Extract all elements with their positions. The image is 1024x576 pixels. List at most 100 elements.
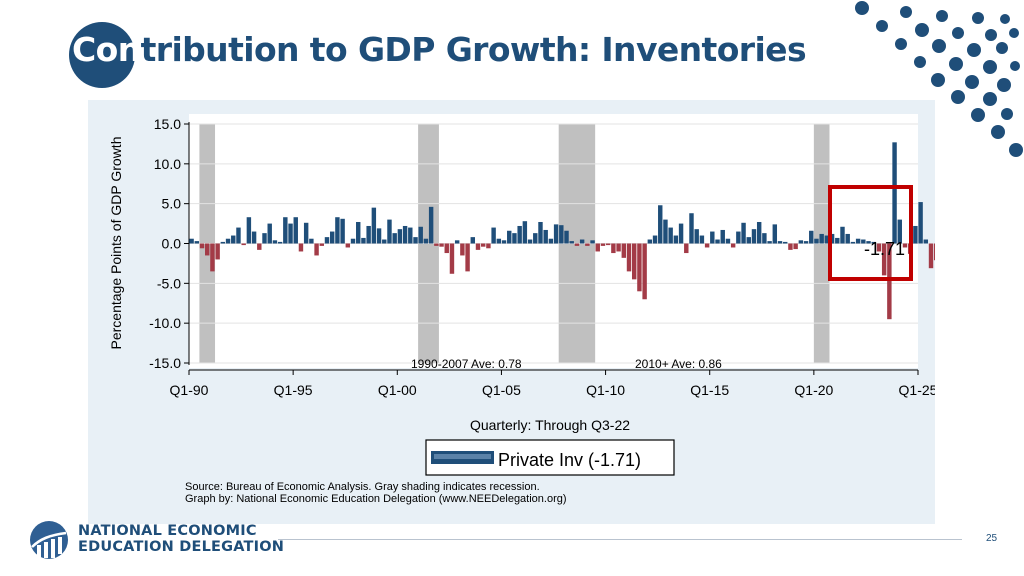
bar — [189, 238, 194, 244]
y-tick-label: 0.0 — [162, 236, 182, 252]
bar — [241, 243, 246, 246]
chart-panel: -1.71 1990-2007 Ave: 0.78 2010+ Ave: 0.8… — [88, 100, 935, 524]
x-tick-label: Q1-25 — [899, 382, 935, 398]
x-tick-label: Q1-15 — [690, 382, 729, 398]
bar — [465, 243, 470, 272]
bar — [194, 241, 200, 244]
bar — [231, 235, 236, 244]
bar — [392, 233, 397, 244]
bar — [366, 225, 371, 244]
bar — [793, 243, 798, 250]
x-tick-label: Q1-00 — [378, 382, 417, 398]
legend-label: Private Inv (-1.71) — [498, 450, 641, 470]
legend: Private Inv (-1.71) — [425, 439, 675, 476]
bar — [376, 228, 382, 244]
bar — [371, 207, 377, 244]
bar — [324, 237, 330, 244]
bar — [491, 227, 496, 244]
bar — [251, 231, 257, 244]
bar — [871, 241, 876, 244]
bar — [543, 229, 548, 244]
title-accent-circle — [69, 22, 135, 88]
bar — [725, 238, 731, 244]
bar — [356, 221, 361, 244]
bar — [329, 231, 335, 244]
y-axis-label: Percentage Points of GDP Growth — [108, 137, 124, 350]
y-tick-label: 15.0 — [154, 116, 181, 132]
bar — [626, 243, 632, 272]
bar — [267, 223, 272, 244]
bar — [762, 233, 767, 244]
org-line-2: EDUCATION DELEGATION — [78, 539, 285, 555]
org-name: NATIONAL ECONOMIC EDUCATION DELEGATION — [78, 523, 284, 555]
bar — [928, 243, 934, 269]
bar — [658, 205, 663, 244]
bar — [585, 243, 590, 246]
y-tick-label: -10.0 — [149, 315, 181, 331]
bar — [496, 238, 502, 244]
bar — [512, 233, 517, 244]
bar — [236, 227, 241, 244]
bar — [756, 221, 762, 244]
bar — [507, 230, 512, 244]
bar — [866, 241, 871, 244]
bar — [527, 239, 533, 244]
bar — [319, 243, 324, 246]
bar — [897, 219, 902, 244]
footer-divider — [278, 539, 962, 540]
bar — [288, 223, 293, 244]
x-axis-label: Quarterly: Through Q3-22 — [470, 417, 630, 433]
bar — [277, 241, 283, 244]
bar — [298, 243, 304, 252]
page-title: Contribution to GDP Growth: Inventories — [72, 30, 807, 69]
bar — [855, 238, 861, 244]
x-tick-label: Q1-05 — [482, 382, 521, 398]
bar — [460, 243, 465, 256]
bar — [439, 243, 444, 247]
bar — [350, 238, 356, 244]
bar — [783, 241, 788, 244]
bar — [340, 218, 345, 244]
bar — [454, 240, 460, 244]
bar — [845, 233, 850, 244]
bar — [600, 243, 606, 246]
bar — [772, 224, 778, 244]
bar — [595, 243, 600, 252]
bar — [361, 237, 366, 244]
bar — [293, 217, 298, 244]
bar — [892, 142, 897, 244]
plot-area — [189, 114, 918, 368]
bar — [616, 243, 621, 252]
bar — [715, 239, 720, 244]
bar — [522, 221, 528, 244]
bar — [814, 238, 819, 244]
highlight-box — [828, 185, 913, 281]
page-number: 25 — [986, 533, 998, 544]
bar — [918, 202, 923, 244]
bar — [881, 243, 887, 276]
inventories-bar-chart: -1.71 1990-2007 Ave: 0.78 2010+ Ave: 0.8… — [108, 114, 935, 505]
bar — [314, 243, 319, 256]
bar — [283, 217, 288, 244]
bar — [397, 229, 403, 244]
bar — [553, 224, 559, 244]
bar — [710, 231, 715, 244]
bar — [835, 237, 840, 244]
bar — [798, 240, 804, 244]
bar — [803, 241, 809, 244]
legend-swatch-highlight — [434, 454, 491, 459]
bar — [335, 217, 340, 244]
bar — [574, 243, 580, 246]
bar — [309, 238, 314, 244]
bar — [470, 237, 476, 244]
bar — [663, 219, 668, 244]
bar — [621, 243, 627, 258]
bar — [402, 225, 408, 244]
bar — [861, 239, 866, 244]
bar — [413, 237, 418, 244]
bar — [564, 230, 569, 244]
bar — [741, 222, 746, 244]
x-tick-label: Q1-10 — [586, 382, 625, 398]
last-value-annotation: -1.71 — [864, 239, 905, 259]
need-logo-icon — [30, 521, 68, 559]
